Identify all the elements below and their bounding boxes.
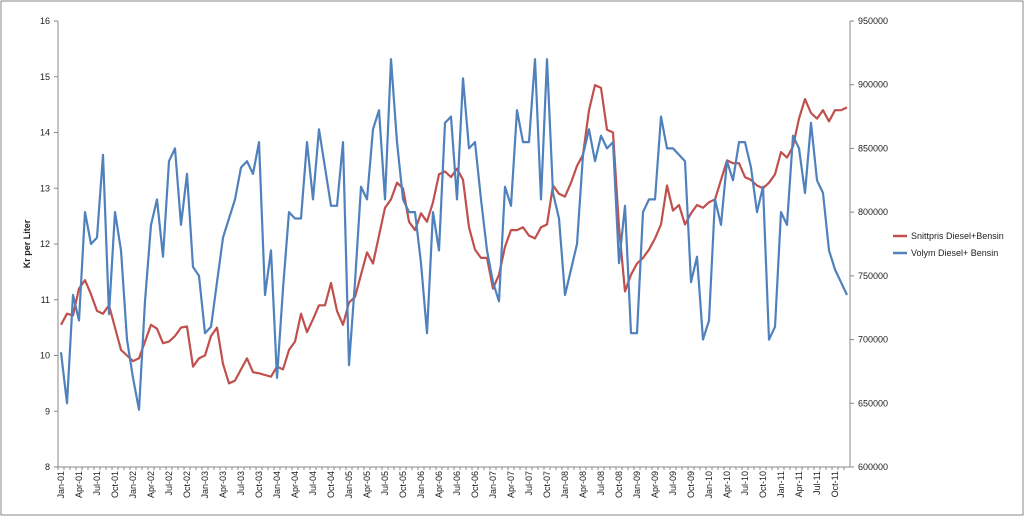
x-tick-label: Jan-10 [704,471,714,499]
x-tick-label: Jul-08 [596,471,606,496]
y-axis-label: Kr per Liter [22,219,32,268]
left-tick-label: 16 [40,16,50,26]
left-tick-label: 11 [41,295,50,305]
right-tick-label: 750000 [858,271,888,281]
x-tick-label: Jul-04 [308,471,318,496]
x-tick-label: Jul-07 [524,471,534,496]
x-tick-label: Jan-02 [128,471,138,499]
x-tick-label: Oct-06 [470,471,480,498]
legend: Snittpris Diesel+Bensin Volym Diesel+ Ben… [893,231,1004,258]
x-tick-label: Oct-05 [398,471,408,498]
left-tick-label: 8 [45,462,50,472]
x-tick-label: Oct-10 [758,471,768,498]
right-tick-label: 600000 [858,462,888,472]
x-tick-label: Apr-10 [722,471,732,498]
x-tick-label: Jul-03 [236,471,246,496]
x-tick-label: Apr-09 [650,471,660,498]
legend-entry: Volym Diesel+ Bensin [911,248,998,258]
x-tick-label: Jan-11 [776,471,786,498]
axes: 8 9 10 11 12 13 14 15 16 600000 650000 700000 750000… [22,16,888,499]
x-tick-label: Apr-03 [218,471,228,498]
legend-entry: Snittpris Diesel+Bensin [911,231,1004,241]
x-tick-label: Jul-11 [812,471,822,495]
x-tick-label: Apr-02 [146,471,156,498]
x-tick-label: Oct-07 [542,471,552,498]
x-tick-label: Apr-06 [434,471,444,498]
x-tick-label: Apr-11 [794,471,804,497]
right-tick-label: 800000 [858,207,888,217]
x-tick-label: Jan-08 [560,471,570,499]
x-tick-label: Jan-09 [632,471,642,499]
left-tick-label: 9 [45,406,50,416]
left-tick-label: 13 [40,183,50,193]
x-tick-label: Oct-01 [110,471,120,498]
x-tick-label: Oct-11 [830,471,840,497]
x-tick-label: Apr-07 [506,471,516,498]
x-tick-label: Jul-09 [668,471,678,496]
x-tick-label: Oct-08 [614,471,624,498]
x-tick-label: Jul-10 [740,471,750,496]
x-tick-label: Jan-01 [56,471,66,499]
x-tick-label: Apr-08 [578,471,588,498]
x-tick-label: Oct-04 [326,471,336,498]
left-tick-label: 14 [40,128,50,138]
left-tick-label: 15 [40,72,50,82]
x-tick-label: Jul-02 [164,471,174,496]
x-tick-label: Jul-01 [92,471,102,496]
x-tick-label: Jul-06 [452,471,462,496]
x-tick-label: Oct-02 [182,471,192,498]
right-tick-label: 900000 [858,80,888,90]
x-tick-label: Apr-01 [74,471,84,498]
right-tick-label: 950000 [858,16,888,26]
x-tick-label: Jan-05 [344,471,354,499]
x-tick-label: Jul-05 [380,471,390,496]
x-tick-label: Jan-04 [272,471,282,499]
x-tick-label: Apr-04 [290,471,300,498]
left-tick-label: 12 [40,239,50,249]
x-tick-label: Apr-05 [362,471,372,498]
right-tick-label: 850000 [858,143,888,153]
series-lines [59,58,848,411]
x-tick-label: Oct-09 [686,471,696,498]
x-tick-label: Jan-07 [488,471,498,499]
x-tick-label: Jan-06 [416,471,426,499]
right-tick-label: 700000 [858,335,888,345]
left-tick-label: 10 [40,351,50,361]
right-tick-label: 650000 [858,398,888,408]
series-line-volume [59,58,848,411]
x-tick-label: Jan-03 [200,471,210,499]
x-tick-label: Oct-03 [254,471,264,498]
